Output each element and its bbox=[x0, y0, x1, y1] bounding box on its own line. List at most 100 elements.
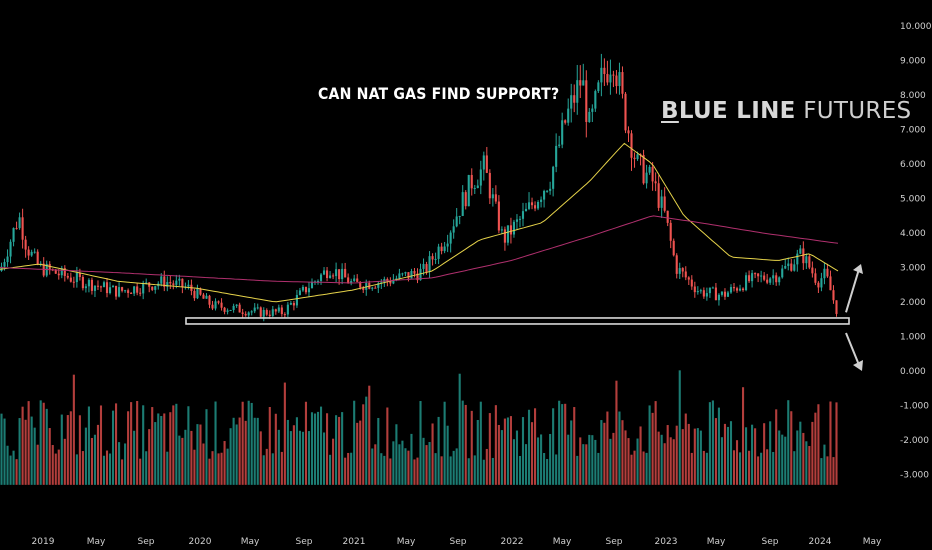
volume-bar bbox=[304, 401, 308, 485]
volume-bar bbox=[316, 411, 320, 485]
volume-bar bbox=[684, 413, 687, 485]
volume-bar bbox=[555, 454, 558, 485]
candle-body bbox=[732, 287, 736, 289]
candle-body bbox=[485, 155, 488, 173]
volume-bar bbox=[310, 412, 314, 485]
volume-bar bbox=[422, 437, 425, 485]
candle-body bbox=[473, 187, 476, 189]
volume-bar bbox=[817, 404, 820, 485]
candle-body bbox=[181, 278, 184, 288]
candle-body bbox=[90, 279, 93, 291]
candle-body bbox=[356, 278, 359, 282]
candle-body bbox=[666, 210, 669, 223]
candle-body bbox=[811, 267, 814, 274]
candle-body bbox=[205, 295, 208, 299]
candle-body bbox=[111, 285, 115, 288]
volume-bar bbox=[527, 409, 531, 485]
candle-body bbox=[482, 155, 485, 170]
volume-bar bbox=[648, 405, 651, 485]
candle-body bbox=[36, 251, 39, 265]
volume-bar bbox=[639, 426, 642, 485]
volume-bar bbox=[772, 451, 775, 485]
candle-body bbox=[377, 283, 380, 288]
candle-body bbox=[678, 268, 681, 274]
volume-bar bbox=[353, 400, 356, 485]
volume-bar bbox=[389, 458, 392, 485]
volume-bar bbox=[190, 430, 193, 485]
candle-body bbox=[699, 290, 702, 292]
candle-body bbox=[268, 314, 271, 316]
volume-bar bbox=[675, 425, 678, 485]
candle-body bbox=[114, 285, 118, 297]
candle-body bbox=[582, 80, 585, 86]
volume-bar bbox=[458, 373, 461, 485]
candle-body bbox=[573, 95, 576, 103]
candle-body bbox=[208, 295, 211, 305]
volume-bar bbox=[485, 448, 488, 485]
candle-body bbox=[527, 202, 531, 209]
volume-bar bbox=[823, 444, 826, 485]
volume-bar bbox=[217, 453, 220, 485]
candle-body bbox=[452, 226, 455, 233]
candle-body bbox=[760, 275, 763, 277]
volume-bar bbox=[148, 429, 151, 485]
candle-body bbox=[494, 194, 497, 202]
volume-bar bbox=[410, 433, 413, 485]
arrow-down-head bbox=[853, 360, 863, 371]
candle-body bbox=[238, 304, 241, 313]
candle-body bbox=[395, 278, 398, 280]
candle-body bbox=[461, 192, 464, 216]
volume-bar bbox=[15, 459, 18, 485]
candle-body bbox=[425, 264, 428, 272]
candle-body bbox=[717, 294, 720, 301]
volume-bar bbox=[714, 418, 717, 485]
volume-bar bbox=[81, 451, 84, 485]
candle-body bbox=[283, 314, 286, 316]
volume-bar bbox=[778, 430, 781, 485]
x-tick-label: May bbox=[863, 537, 882, 547]
candle-body bbox=[826, 268, 829, 277]
volume-bar bbox=[404, 448, 407, 485]
candle-body bbox=[684, 271, 687, 278]
volume-bar bbox=[283, 382, 286, 485]
volume-bar bbox=[54, 453, 57, 485]
candle-body bbox=[440, 246, 443, 252]
candle-body bbox=[362, 287, 365, 290]
volume-bar bbox=[57, 449, 60, 485]
candle-body bbox=[81, 276, 84, 289]
volume-bar bbox=[488, 413, 491, 485]
x-tick-label: May bbox=[553, 537, 572, 547]
candle-body bbox=[714, 287, 717, 301]
candle-body bbox=[657, 183, 660, 208]
candle-body bbox=[30, 251, 33, 256]
candle-body bbox=[540, 199, 543, 202]
candle-body bbox=[823, 268, 826, 279]
candle-body bbox=[133, 286, 136, 294]
volume-bar bbox=[365, 396, 368, 485]
candle-body bbox=[702, 290, 705, 297]
volume-bar bbox=[711, 400, 714, 485]
candle-body bbox=[298, 290, 301, 296]
candle-body bbox=[606, 74, 609, 83]
candle-body bbox=[277, 307, 280, 312]
candle-body bbox=[127, 290, 130, 293]
candle-body bbox=[72, 281, 75, 283]
candle-body bbox=[636, 154, 639, 160]
volume-bar bbox=[232, 417, 235, 485]
candle-body bbox=[663, 196, 666, 211]
volume-bar bbox=[244, 420, 247, 485]
candle-body bbox=[479, 169, 482, 186]
volume-bar bbox=[307, 431, 311, 485]
volume-bar bbox=[437, 416, 440, 485]
volume-bar bbox=[102, 455, 106, 485]
candle-body bbox=[419, 268, 422, 281]
volume-bar bbox=[75, 454, 78, 485]
volume-bar bbox=[301, 431, 305, 485]
volume-bar bbox=[558, 400, 561, 485]
candle-body bbox=[66, 275, 69, 278]
volume-bar bbox=[690, 452, 693, 485]
candle-body bbox=[769, 278, 772, 283]
volume-bar bbox=[12, 450, 15, 485]
candle-body bbox=[193, 290, 196, 299]
volume-bar bbox=[708, 402, 711, 485]
